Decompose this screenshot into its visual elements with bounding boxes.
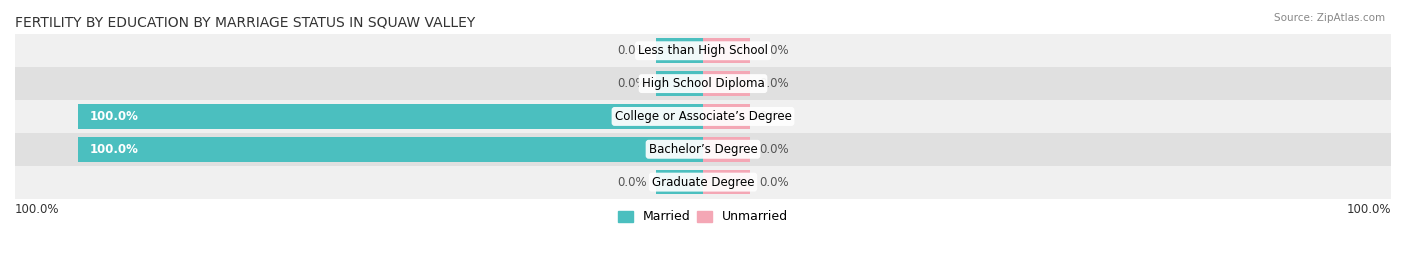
Bar bbox=[15, 133, 1391, 166]
Text: Source: ZipAtlas.com: Source: ZipAtlas.com bbox=[1274, 13, 1385, 23]
Text: FERTILITY BY EDUCATION BY MARRIAGE STATUS IN SQUAW VALLEY: FERTILITY BY EDUCATION BY MARRIAGE STATU… bbox=[15, 15, 475, 29]
Text: High School Diploma: High School Diploma bbox=[641, 77, 765, 90]
Bar bbox=[15, 34, 1391, 67]
Bar bbox=[15, 100, 1391, 133]
Text: 100.0%: 100.0% bbox=[90, 110, 139, 123]
Bar bbox=[657, 71, 703, 96]
Bar bbox=[703, 170, 749, 194]
Text: 0.0%: 0.0% bbox=[617, 44, 647, 57]
Bar bbox=[15, 67, 1391, 100]
Text: 100.0%: 100.0% bbox=[15, 203, 59, 217]
Text: 0.0%: 0.0% bbox=[617, 176, 647, 189]
Legend: Married, Unmarried: Married, Unmarried bbox=[613, 206, 793, 228]
Bar bbox=[703, 104, 749, 129]
Text: 0.0%: 0.0% bbox=[617, 77, 647, 90]
Text: College or Associate’s Degree: College or Associate’s Degree bbox=[614, 110, 792, 123]
Text: 0.0%: 0.0% bbox=[759, 110, 789, 123]
Text: 100.0%: 100.0% bbox=[1347, 203, 1391, 217]
Bar bbox=[77, 137, 703, 162]
Bar bbox=[657, 38, 703, 63]
Text: Bachelor’s Degree: Bachelor’s Degree bbox=[648, 143, 758, 156]
Bar bbox=[703, 38, 749, 63]
Text: Less than High School: Less than High School bbox=[638, 44, 768, 57]
Bar bbox=[703, 137, 749, 162]
Bar bbox=[703, 71, 749, 96]
Text: 0.0%: 0.0% bbox=[759, 44, 789, 57]
Text: 0.0%: 0.0% bbox=[759, 143, 789, 156]
Text: Graduate Degree: Graduate Degree bbox=[652, 176, 754, 189]
Text: 0.0%: 0.0% bbox=[759, 77, 789, 90]
Bar bbox=[657, 170, 703, 194]
Text: 100.0%: 100.0% bbox=[90, 143, 139, 156]
Bar bbox=[15, 166, 1391, 199]
Text: 0.0%: 0.0% bbox=[759, 176, 789, 189]
Bar bbox=[77, 104, 703, 129]
